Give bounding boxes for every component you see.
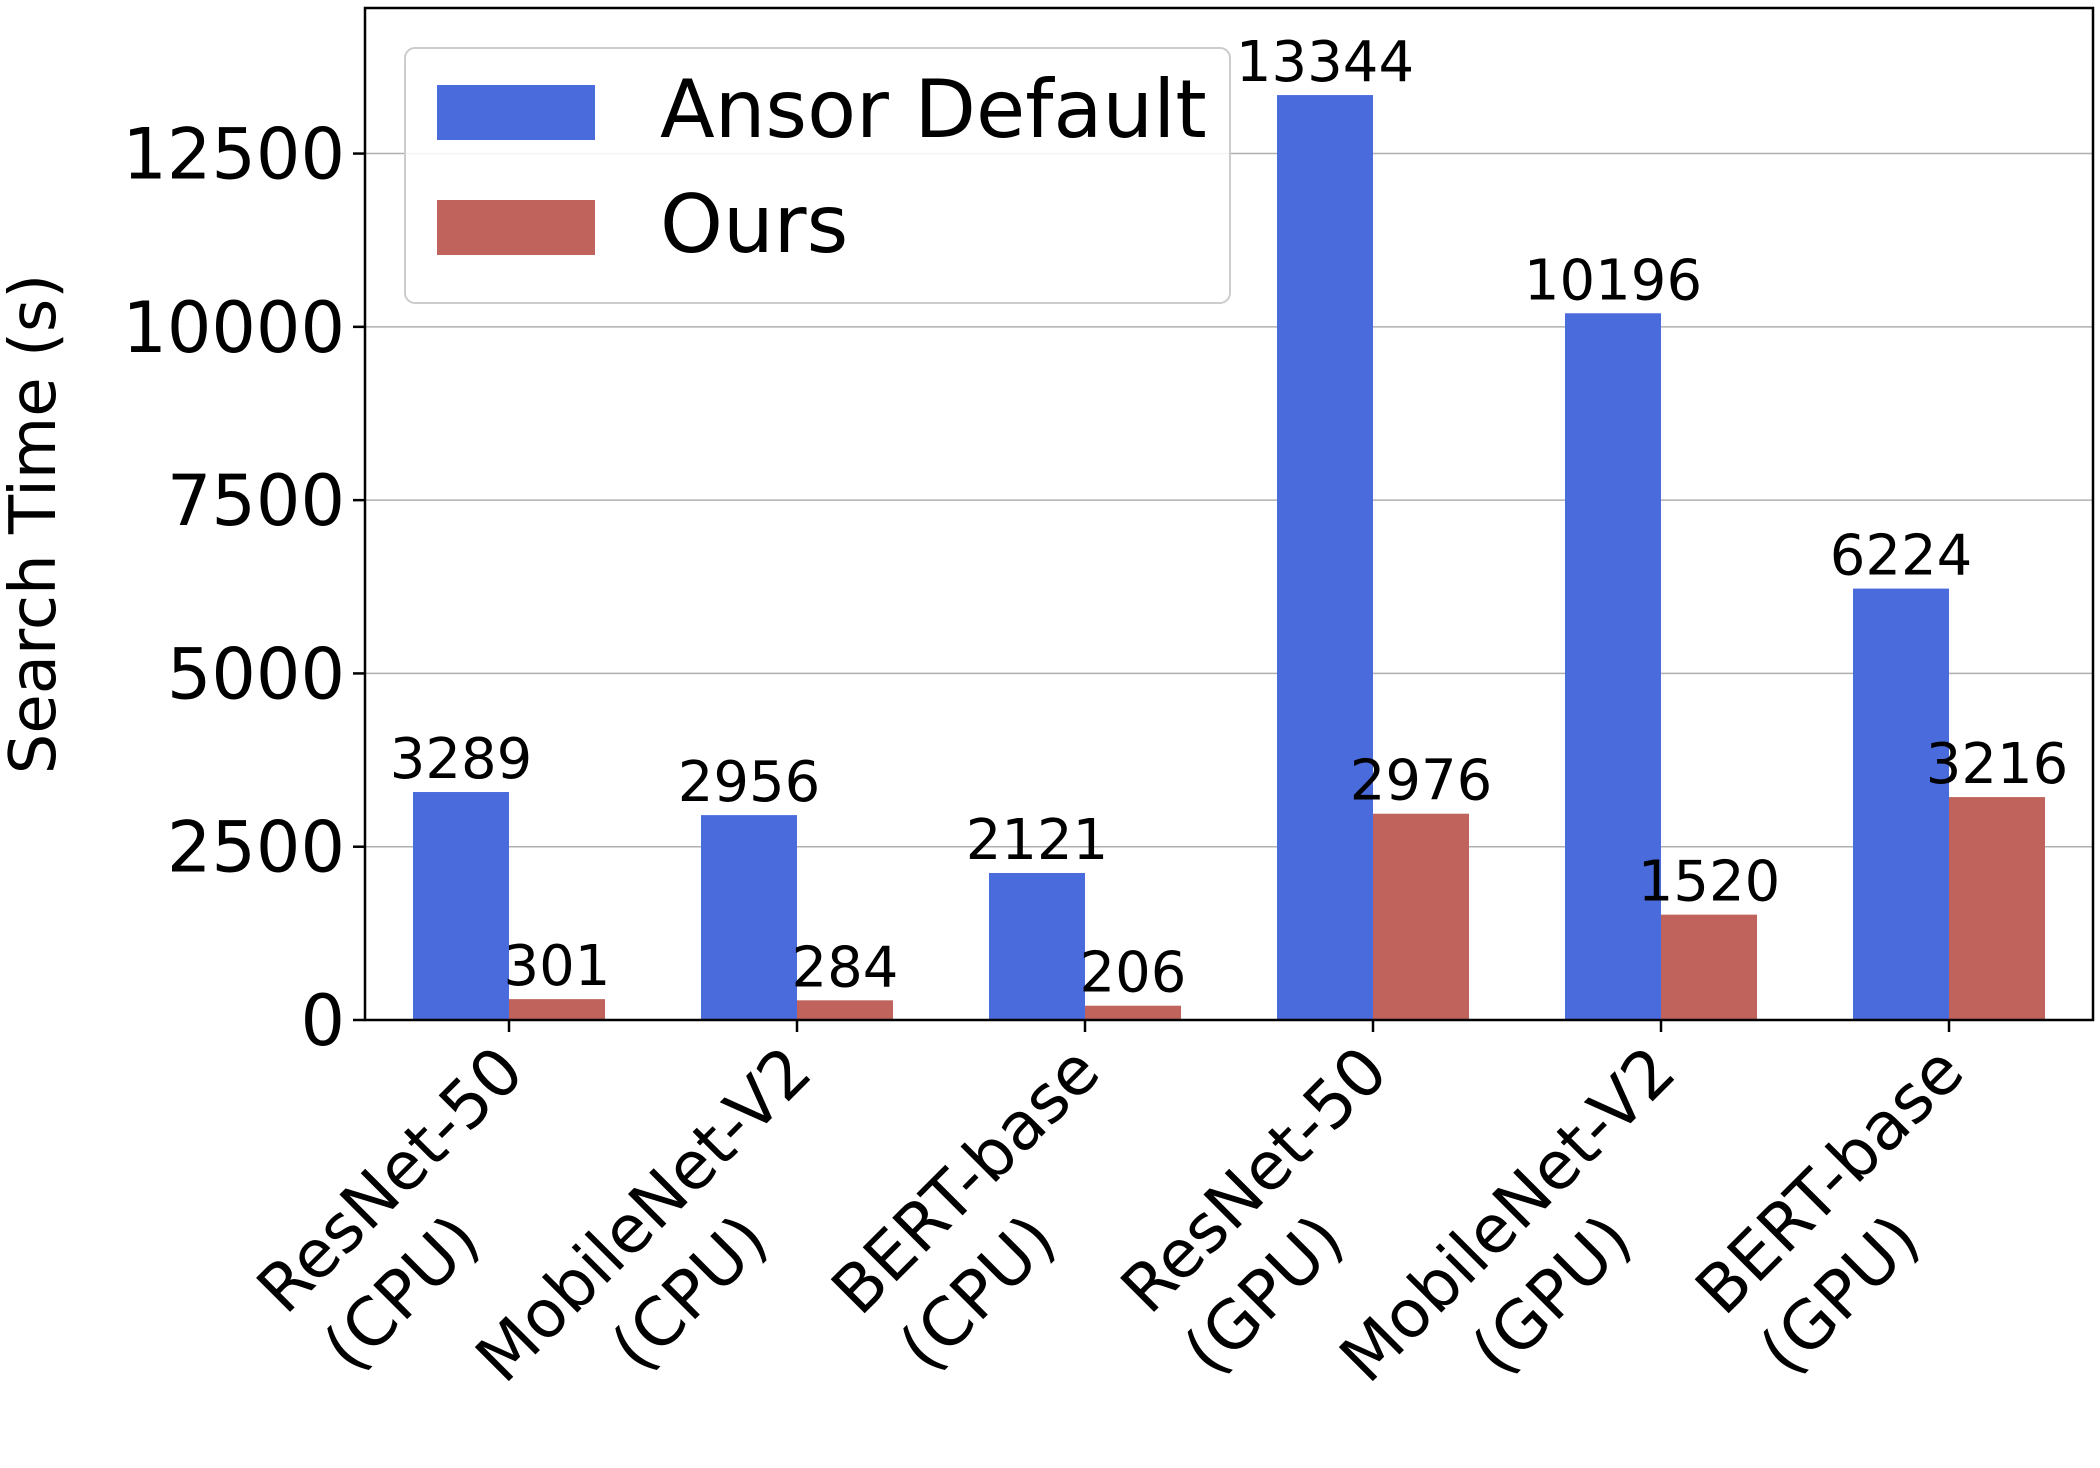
bar-ansor-default	[1853, 588, 1949, 1020]
y-tick-label: 10000	[122, 287, 345, 369]
plot-frame	[363, 6, 2095, 1022]
bar-ours	[509, 999, 605, 1020]
bar-ours	[1949, 797, 2045, 1020]
y-tick-label: 12500	[122, 114, 345, 196]
data-label: 2956	[678, 750, 821, 815]
y-tick-label: 7500	[167, 460, 345, 542]
data-label: 2121	[966, 808, 1109, 873]
x-tick-label: BERT-base(CPU)	[817, 1032, 1114, 1386]
y-tick-label: 2500	[167, 807, 345, 889]
legend-swatch	[437, 200, 595, 255]
data-label: 6224	[1830, 524, 1973, 589]
data-label: 1520	[1638, 850, 1781, 915]
data-label: 284	[792, 935, 899, 1000]
legend-label: Ansor Default	[660, 63, 1207, 156]
y-tick-label: 5000	[167, 633, 345, 715]
x-tick-label: BERT-base(GPU)	[1681, 1032, 1978, 1390]
y-tick-label: 0	[300, 980, 345, 1062]
x-axis-ticks: ResNet-50(CPU)MobileNet-V2(CPU) BERT-base…	[242, 1020, 1978, 1397]
data-label: 301	[504, 934, 611, 999]
bar-ours	[1661, 914, 1757, 1020]
data-label: 13344	[1236, 30, 1414, 95]
y-axis-ticks: 0 2500 5000 7500 10000 12500	[122, 114, 365, 1062]
data-label: 3289	[390, 727, 533, 792]
bar-ours	[797, 1000, 893, 1020]
bar-ansor-default	[701, 815, 797, 1020]
data-label: 206	[1080, 941, 1187, 1006]
bar-ours	[1085, 1005, 1181, 1020]
legend: Ansor Default Ours	[404, 47, 1231, 304]
bar-ansor-default	[1565, 313, 1661, 1020]
data-label: 3216	[1926, 732, 2069, 797]
y-axis-label: Search Time (s)	[0, 274, 71, 774]
legend-label: Ours	[660, 178, 848, 271]
bar-ansor-default	[413, 792, 509, 1020]
legend-box	[404, 47, 1231, 304]
bar-ours	[1373, 813, 1469, 1020]
data-label: 10196	[1524, 248, 1702, 313]
bars	[413, 95, 2045, 1021]
bar-ansor-default	[989, 872, 1085, 1020]
bar-ansor-default	[1277, 95, 1373, 1021]
legend-swatch	[437, 85, 595, 140]
data-labels: 3289 301 2956 284 2121 206 13344 2976 10196 1520 6…	[390, 30, 2069, 1006]
data-label: 2976	[1350, 749, 1493, 814]
